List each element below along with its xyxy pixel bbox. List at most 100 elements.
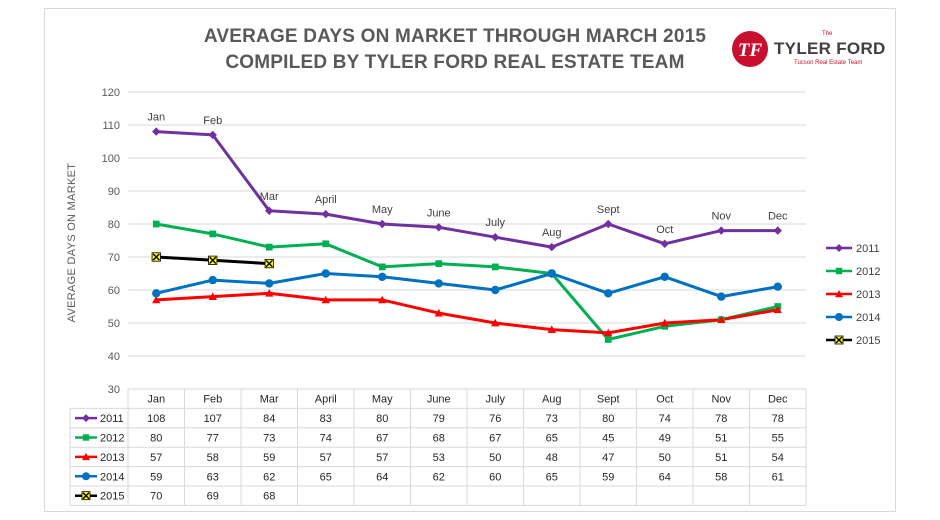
table-cell: 58: [715, 471, 727, 483]
y-tick-label: 40: [108, 351, 120, 363]
point-month-label: June: [427, 207, 451, 219]
y-tick-label: 80: [108, 219, 120, 231]
series-2011-marker: [835, 244, 843, 252]
data-point: [152, 289, 161, 298]
series-2012-marker: [82, 434, 90, 441]
data-point: [321, 209, 330, 219]
logo-tagline: Tucson Real Estate Team: [794, 60, 863, 66]
data-point: [547, 269, 556, 278]
data-point: [547, 242, 556, 252]
table-cell: 57: [376, 452, 388, 464]
table-cell: 107: [204, 413, 222, 425]
y-tick-label: 100: [102, 153, 120, 165]
data-point: [265, 243, 273, 251]
series-2013-marker: [82, 452, 90, 461]
table-cell: 70: [150, 491, 162, 503]
data-point: [660, 239, 669, 248]
data-point: [547, 325, 556, 333]
y-tick-label: 50: [108, 318, 120, 330]
data-point: [265, 279, 274, 288]
series-2011-marker: [82, 414, 90, 423]
table-cell: 45: [602, 433, 614, 445]
x-tick-label: Oct: [656, 394, 673, 406]
data-point: [378, 219, 387, 229]
table-cell: 50: [489, 452, 501, 464]
data-point: [208, 255, 218, 265]
table-cell: 59: [263, 452, 275, 464]
point-month-label: Aug: [542, 227, 562, 239]
data-point: [208, 292, 217, 300]
data-point: [773, 305, 782, 314]
table-cell: 65: [546, 471, 558, 483]
data-point: [378, 295, 387, 304]
x-tick-label: Sept: [597, 394, 620, 406]
legend-label: 2015: [856, 335, 880, 347]
data-point: [435, 260, 443, 267]
series-2014-marker: [835, 313, 843, 321]
table-cell: 50: [659, 452, 671, 464]
data-point: [717, 226, 726, 235]
data-point: [434, 279, 443, 288]
point-month-label: July: [485, 217, 505, 229]
series-2012-marker: [835, 267, 843, 275]
point-month-label: Jan: [147, 112, 165, 124]
series-2014-line: [155, 272, 779, 299]
data-point: [264, 258, 274, 269]
table-cell: 62: [433, 471, 445, 483]
y-tick-label: 90: [108, 186, 120, 198]
logo-top-text: The: [822, 31, 833, 37]
data-point: [434, 308, 443, 317]
data-point: [660, 272, 669, 281]
table-cell: 51: [715, 452, 727, 464]
table-cell: 65: [320, 471, 332, 483]
legend-label: 2014: [856, 312, 880, 324]
data-point: [604, 336, 612, 343]
table-cell: 74: [659, 413, 671, 425]
data-point: [491, 233, 500, 242]
brand-logo: TF The TYLER FORD Tucson Real Estate Tea…: [728, 28, 888, 70]
y-tick-label: 120: [102, 87, 120, 99]
table-cell: 55: [772, 433, 784, 445]
table-row-header: 2012: [100, 433, 124, 445]
table-cell: 79: [433, 413, 445, 425]
table-cell: 49: [659, 433, 671, 445]
logo-mark-text: TF: [738, 40, 763, 61]
table-cell: 83: [320, 413, 332, 425]
data-point: [378, 263, 386, 271]
x-tick-label: April: [315, 394, 337, 406]
x-tick-label: Feb: [203, 394, 222, 406]
point-month-label: Feb: [203, 115, 222, 127]
x-tick-label: Nov: [711, 394, 731, 406]
table-cell: 108: [147, 413, 165, 425]
y-axis-label: AVERAGE DAYS ON MARKET: [66, 163, 78, 323]
point-month-label: April: [315, 194, 337, 206]
y-tick-label: 30: [108, 384, 120, 396]
legend-item: 2012: [826, 266, 880, 278]
data-point: [717, 292, 726, 301]
table-cell: 62: [263, 471, 275, 483]
point-month-label: Oct: [656, 224, 673, 236]
x-tick-label: Aug: [542, 394, 562, 406]
table-cell: 67: [376, 433, 388, 445]
table-row-header: 2013: [100, 452, 124, 464]
data-point: [208, 130, 217, 140]
table-cell: 73: [546, 413, 558, 425]
table-cell: 47: [602, 452, 614, 464]
data-point: [265, 206, 274, 215]
logo-name: TYLER FORD: [774, 39, 886, 58]
table-cell: 57: [320, 452, 332, 464]
table-cell: 80: [150, 433, 162, 445]
table-cell: 78: [772, 413, 784, 425]
data-point: [717, 315, 726, 324]
series-2013-line: [156, 291, 779, 335]
x-tick-label: Dec: [768, 394, 788, 406]
table-row-header: 2014: [100, 471, 124, 483]
data-point: [660, 318, 669, 327]
data-point: [491, 285, 500, 295]
data-point: [434, 223, 443, 232]
table-cell: 65: [546, 433, 558, 445]
x-tick-label: June: [427, 394, 451, 406]
point-month-label: May: [372, 204, 393, 216]
data-point: [491, 318, 500, 327]
y-tick-label: 60: [108, 285, 120, 297]
